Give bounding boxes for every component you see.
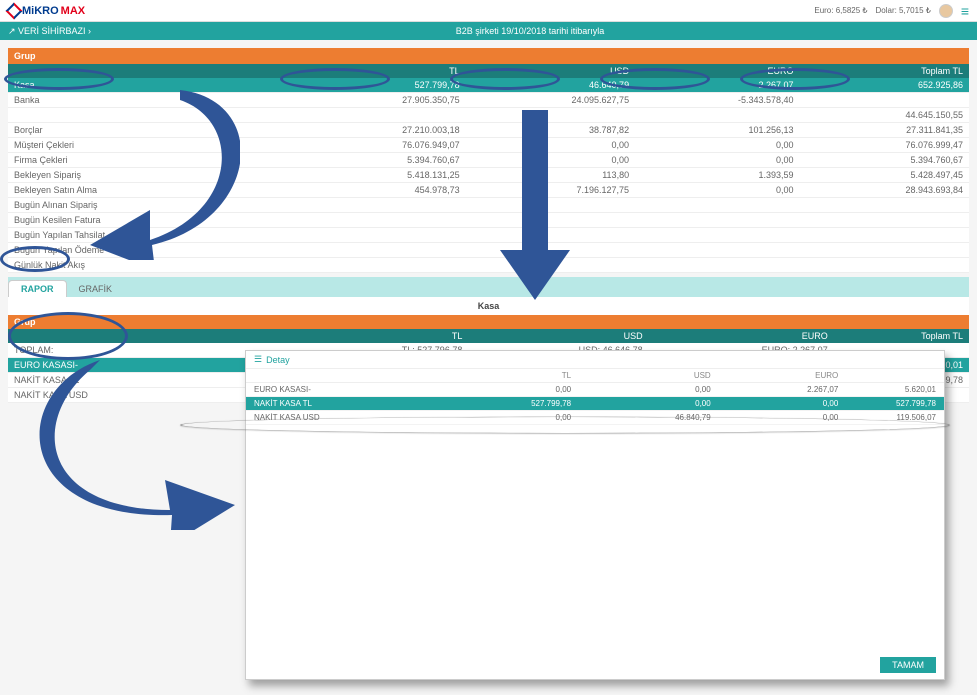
- table-row[interactable]: Bugün Alınan Sipariş: [8, 198, 969, 213]
- col-euro[interactable]: EURO: [635, 64, 799, 78]
- breadcrumb-left[interactable]: ↗ VERİ SİHİRBAZI ›: [8, 26, 91, 37]
- table-row[interactable]: Banka27.905.350,7524.095.627,75-5.343.57…: [8, 93, 969, 108]
- rate-dolar: Dolar: 5,7015 ₺: [875, 6, 930, 15]
- avatar[interactable]: [939, 4, 953, 18]
- logo-text-mikro: MiKRO: [22, 5, 59, 17]
- table-row[interactable]: Bugün Yapılan Tahsilat: [8, 228, 969, 243]
- detay-table: TL USD EURO EURO KASASI-0,000,002.267,07…: [246, 369, 944, 425]
- detay-header: ☰ Detay: [246, 351, 944, 369]
- sub-col-tl[interactable]: TL: [296, 329, 468, 343]
- logo-text-max: MAX: [61, 5, 85, 17]
- breadcrumb-bar: ↗ VERİ SİHİRBAZI › B2B şirketi 19/10/201…: [0, 22, 977, 40]
- main-header-grup: Grup: [8, 48, 969, 64]
- sub-title: Kasa: [8, 297, 969, 315]
- table-row[interactable]: Borçlar27.210.003,1838.787,82101.256,132…: [8, 123, 969, 138]
- list-icon: ☰: [254, 354, 262, 365]
- main-header-cols: TL USD EURO Toplam TL: [8, 64, 969, 78]
- table-row[interactable]: 44.645.150,55: [8, 108, 969, 123]
- main-table: Grup TL USD EURO Toplam TL Kasa527.799,7…: [8, 48, 969, 273]
- table-row[interactable]: Günlük Nakit Akış: [8, 258, 969, 273]
- logo: MiKROMAX: [8, 5, 85, 17]
- detay-col-euro[interactable]: EURO: [719, 369, 847, 383]
- tabs: RAPOR GRAFİK: [8, 277, 969, 297]
- top-right: Euro: 6,5825 ₺ Dolar: 5,7015 ₺ ≡: [814, 4, 969, 18]
- table-row[interactable]: Bekleyen Sipariş5.418.131,25113,801.393,…: [8, 168, 969, 183]
- top-bar: MiKROMAX Euro: 6,5825 ₺ Dolar: 5,7015 ₺ …: [0, 0, 977, 22]
- sub-header-cols: TL USD EURO Toplam TL: [8, 329, 969, 343]
- table-row[interactable]: Bugün Kesilen Fatura: [8, 213, 969, 228]
- col-tl[interactable]: TL: [296, 64, 465, 78]
- detay-col-usd[interactable]: USD: [579, 369, 719, 383]
- tamam-button[interactable]: TAMAM: [880, 657, 936, 673]
- col-usd[interactable]: USD: [466, 64, 635, 78]
- table-row[interactable]: Müşteri Çekleri76.076.949,070,000,0076.0…: [8, 138, 969, 153]
- col-toplam[interactable]: Toplam TL: [800, 64, 969, 78]
- sub-header-grup: Grup: [8, 315, 969, 329]
- tab-rapor[interactable]: RAPOR: [8, 280, 67, 297]
- breadcrumb-center: B2B şirketi 19/10/2018 tarihi itibarıyla: [91, 26, 969, 36]
- rate-euro: Euro: 6,5825 ₺: [814, 6, 867, 15]
- menu-icon[interactable]: ≡: [961, 4, 969, 18]
- sub-col-toplam[interactable]: Toplam TL: [834, 329, 969, 343]
- sub-col-euro[interactable]: EURO: [649, 329, 834, 343]
- table-row[interactable]: Bugün Yapılan Ödeme: [8, 243, 969, 258]
- detay-title: Detay: [266, 355, 290, 365]
- logo-icon: [6, 2, 23, 19]
- table-row[interactable]: Bekleyen Satın Alma454.978,737.196.127,7…: [8, 183, 969, 198]
- table-row[interactable]: Firma Çekleri5.394.760,670,000,005.394.7…: [8, 153, 969, 168]
- detay-row[interactable]: NAKİT KASA USD0,0046.840,790,00119.506,0…: [246, 411, 944, 425]
- detay-row[interactable]: EURO KASASI-0,000,002.267,075.620,01: [246, 383, 944, 397]
- detay-col-tl[interactable]: TL: [427, 369, 579, 383]
- detay-panel: ☰ Detay TL USD EURO EURO KASASI-0,000,00…: [245, 350, 945, 680]
- detay-header-row: TL USD EURO: [246, 369, 944, 383]
- sub-col-usd[interactable]: USD: [468, 329, 648, 343]
- detay-row[interactable]: NAKİT KASA TL527.799,780,000,00527.799,7…: [246, 397, 944, 411]
- table-row[interactable]: Kasa527.799,7846.640,792.267,07652.925,8…: [8, 78, 969, 93]
- tab-grafik[interactable]: GRAFİK: [67, 281, 125, 297]
